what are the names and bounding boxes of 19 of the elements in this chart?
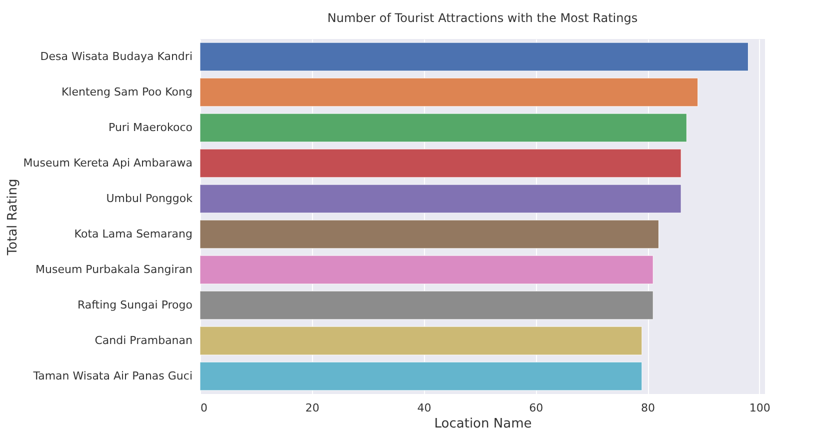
y-tick-label: Candi Prambanan	[94, 334, 193, 347]
y-axis-title: Total Rating	[5, 178, 20, 256]
y-tick-label: Umbul Ponggok	[106, 192, 194, 205]
y-tick-label: Museum Kereta Api Ambarawa	[23, 156, 192, 170]
y-tick-label: Museum Purbakala Sangiran	[36, 262, 193, 276]
x-tick-label: 60	[529, 402, 544, 414]
y-tick-label: Rafting Sungai Progo	[77, 298, 193, 312]
x-tick-label: 40	[417, 402, 432, 414]
x-tick-label: 0	[200, 402, 208, 414]
y-tick-label: Desa Wisata Budaya Kandri	[40, 50, 192, 63]
x-axis-title: Location Name	[434, 416, 532, 432]
y-tick-label: Puri Maerokoco	[108, 120, 193, 134]
y-tick-label: Klenteng Sam Poo Kong	[61, 85, 192, 98]
x-tick-label: 80	[641, 402, 656, 414]
x-tick-label: 20	[305, 402, 320, 414]
x-tick-label: 100	[749, 402, 770, 414]
chart-title: Number of Tourist Attractions with the Most Ratings	[327, 11, 638, 25]
y-tick-label: Taman Wisata Air Panas Guci	[32, 369, 192, 382]
y-tick-label: Kota Lama Semarang	[74, 227, 192, 240]
